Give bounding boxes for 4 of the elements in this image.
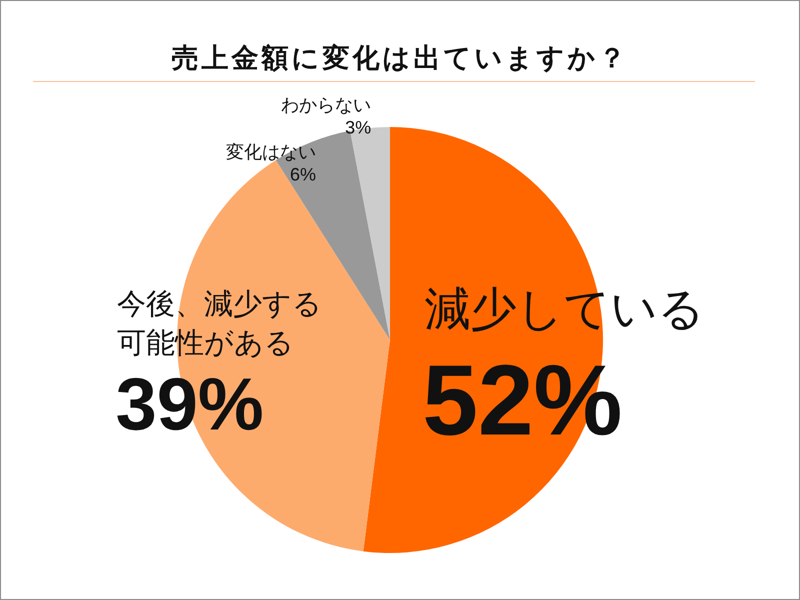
chart-title: 売上金額に変化は出ていますか？ — [170, 42, 630, 76]
data-label: 3% — [345, 118, 372, 138]
slice-label: わからない — [281, 94, 372, 116]
data-label: 6% — [290, 164, 316, 185]
